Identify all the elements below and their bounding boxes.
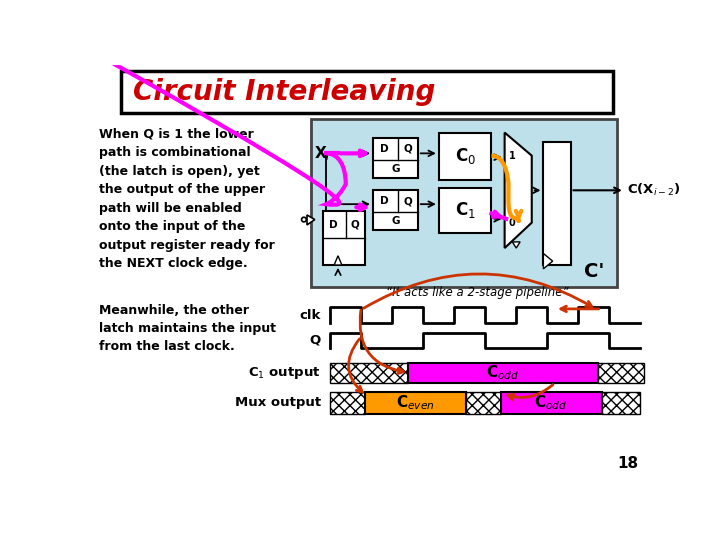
Bar (373, 190, 418, 231)
Bar (330, 363, 408, 383)
Text: When Q is 1 the lower
path is combinational
(the latch is open), yet
the output : When Q is 1 the lower path is combinatio… (99, 128, 275, 271)
Bar (408, 363, 598, 383)
Bar (598, 363, 644, 383)
Text: D: D (380, 144, 388, 154)
Text: X$_i$: X$_i$ (314, 144, 330, 163)
Bar (438, 188, 492, 233)
Polygon shape (513, 242, 520, 248)
Text: Q: Q (351, 220, 360, 229)
Text: Q: Q (403, 144, 412, 154)
Text: C$_1$: C$_1$ (455, 200, 475, 220)
Bar (500, 392, 601, 414)
Polygon shape (505, 132, 532, 248)
Polygon shape (544, 253, 553, 269)
Text: C(X$_{i-2}$): C(X$_{i-2}$) (627, 183, 680, 198)
Text: “It acts like a 2-stage pipeline”: “It acts like a 2-stage pipeline” (386, 286, 569, 299)
Bar (544, 142, 570, 265)
Text: 1: 1 (508, 151, 516, 161)
Text: Meanwhile, the other
latch maintains the input
from the last clock.: Meanwhile, the other latch maintains the… (99, 303, 276, 354)
Bar (466, 392, 500, 414)
Bar (311, 119, 617, 287)
Bar (438, 132, 492, 180)
Text: C$_{even}$: C$_{even}$ (396, 394, 435, 412)
Text: C$_{odd}$: C$_{odd}$ (485, 363, 519, 382)
Text: G: G (391, 164, 400, 174)
Text: Q: Q (310, 334, 321, 347)
Text: C$_{odd}$: C$_{odd}$ (534, 394, 568, 412)
Text: Q: Q (403, 196, 412, 206)
Bar (121, 71, 613, 113)
Bar (330, 392, 365, 414)
Text: Mux output: Mux output (235, 396, 321, 409)
Polygon shape (307, 215, 315, 225)
Text: C$_0$: C$_0$ (454, 146, 476, 166)
Text: clk: clk (300, 308, 321, 321)
Text: Circuit Interleaving: Circuit Interleaving (132, 78, 435, 106)
Bar (365, 392, 466, 414)
Text: 0: 0 (508, 218, 516, 228)
Text: 18: 18 (618, 456, 639, 471)
Text: D: D (380, 196, 388, 206)
Bar (323, 211, 365, 265)
Text: D: D (329, 220, 338, 229)
Text: C': C' (584, 262, 604, 281)
Text: C$_1$ output: C$_1$ output (248, 365, 321, 381)
Polygon shape (334, 256, 342, 265)
Bar (373, 138, 418, 178)
Text: G: G (391, 216, 400, 226)
Bar (601, 392, 640, 414)
